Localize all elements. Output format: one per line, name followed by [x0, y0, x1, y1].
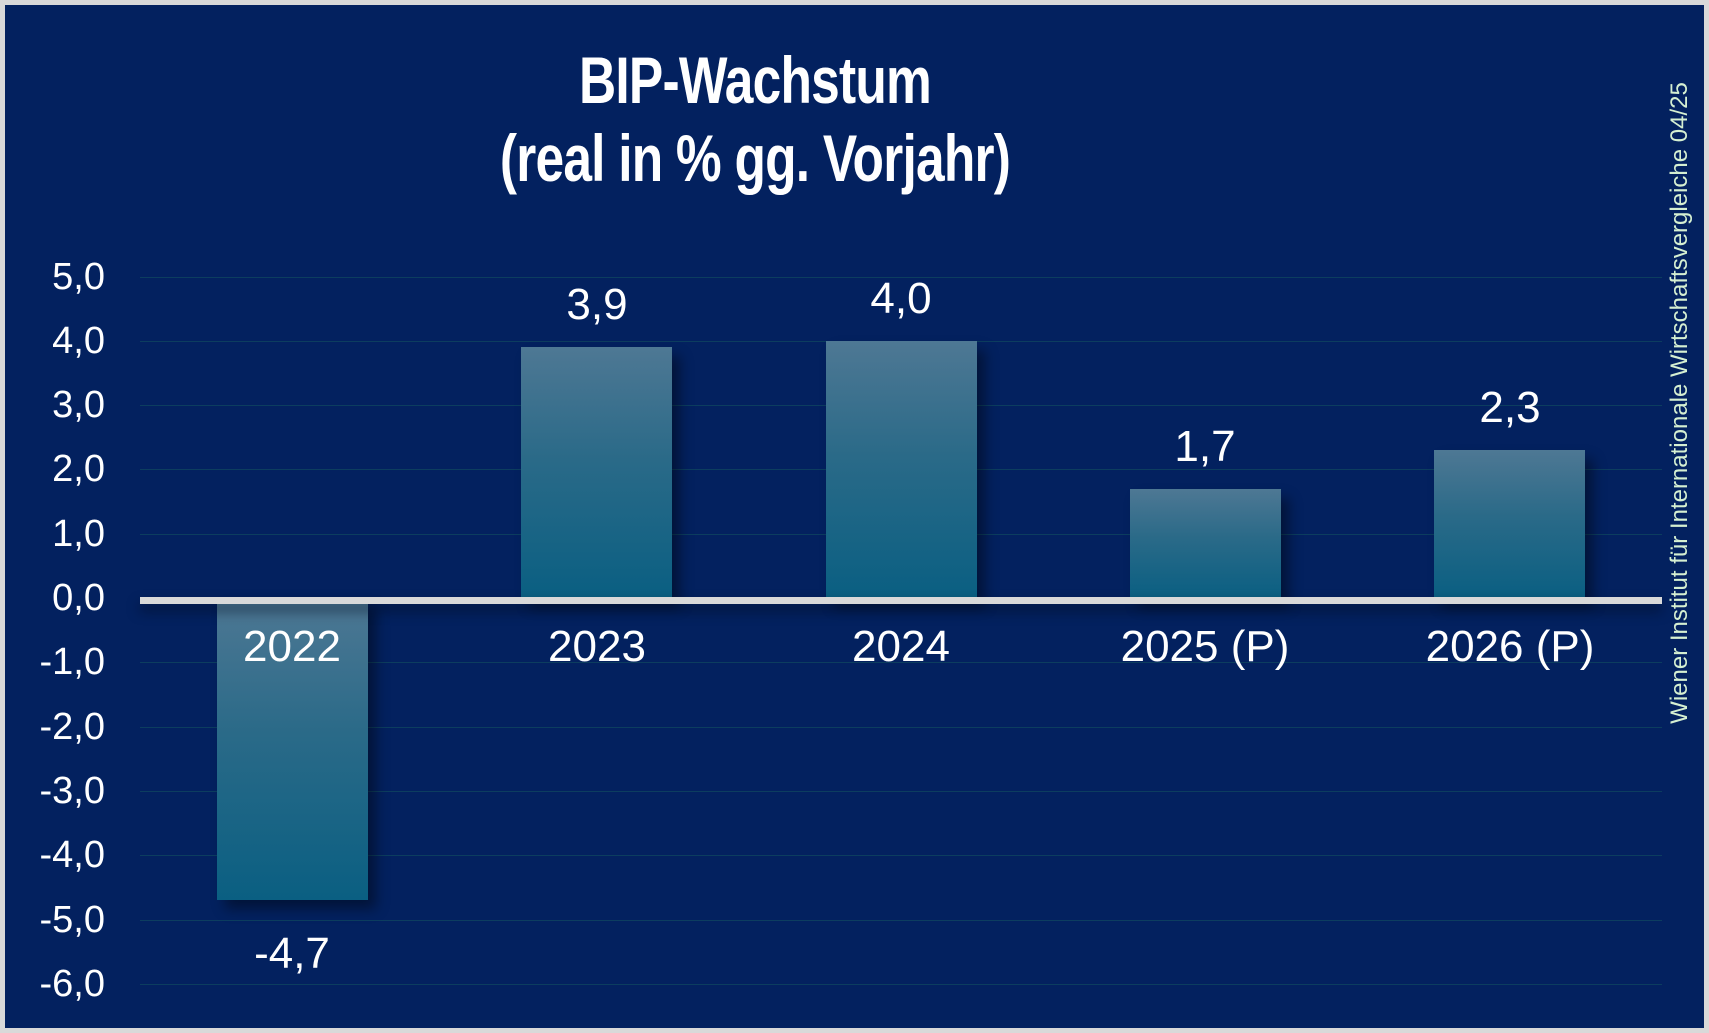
gridline — [140, 920, 1662, 921]
chart-title-line-1: BIP-Wachstum — [579, 43, 932, 117]
category-label: 2022 — [243, 622, 341, 671]
chart-title: BIP-Wachstum (real in % gg. Vorjahr) — [170, 41, 1340, 197]
gridline — [140, 791, 1662, 792]
y-tick-label: 3,0 — [52, 384, 105, 426]
y-tick-label: -6,0 — [39, 963, 105, 1005]
bar-value-label: 1,7 — [1174, 422, 1236, 471]
bar-value-label: 4,0 — [870, 274, 932, 323]
gridline — [140, 984, 1662, 985]
source-attribution: Wiener Institut für Internationale Wirts… — [1666, 82, 1693, 724]
zero-baseline — [140, 597, 1662, 604]
bar-value-label: -4,7 — [254, 929, 330, 978]
gridline — [140, 727, 1662, 728]
gridline — [140, 662, 1662, 663]
bar — [1434, 450, 1585, 598]
category-label: 2026 (P) — [1425, 622, 1595, 671]
y-tick-label: 5,0 — [52, 256, 105, 298]
y-tick-label: -5,0 — [39, 899, 105, 941]
bar — [217, 598, 368, 900]
y-tick-label: -1,0 — [39, 641, 105, 683]
bar-value-label: 2,3 — [1479, 383, 1541, 432]
bar — [1130, 489, 1281, 598]
y-tick-label: -2,0 — [39, 706, 105, 748]
gridline — [140, 277, 1662, 278]
y-tick-label: 0,0 — [52, 577, 105, 619]
category-label: 2023 — [548, 622, 646, 671]
category-label: 2024 — [852, 622, 950, 671]
bar — [826, 341, 977, 598]
gridline — [140, 855, 1662, 856]
chart-title-line-2: (real in % gg. Vorjahr) — [499, 121, 1011, 195]
y-tick-label: 2,0 — [52, 448, 105, 490]
plot-area: 5,0 4,0 3,0 2,0 1,0 0,0 -1,0 -2,0 -3,0 -4,0 -5,0 -6… — [5, 5, 1704, 1028]
y-tick-label: -3,0 — [39, 770, 105, 812]
y-tick-label: -4,0 — [39, 834, 105, 876]
y-tick-label: 4,0 — [52, 320, 105, 362]
category-label: 2025 (P) — [1120, 622, 1290, 671]
bar — [521, 347, 672, 598]
bar-value-label: 3,9 — [566, 280, 628, 329]
y-tick-label: 1,0 — [52, 513, 105, 555]
